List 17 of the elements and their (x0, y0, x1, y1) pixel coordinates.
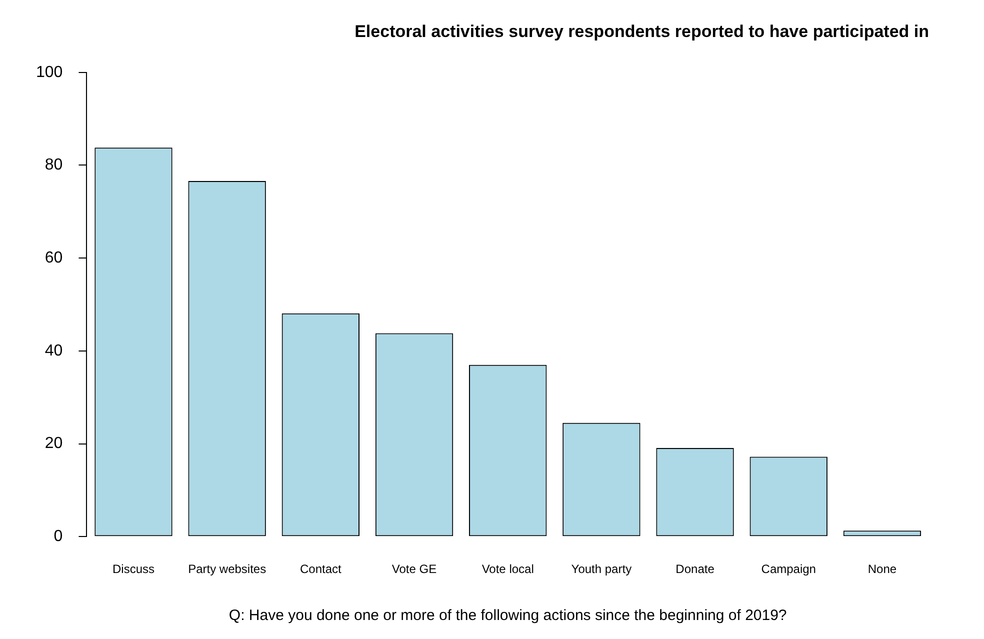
x-tick-label: Vote local (482, 562, 534, 576)
y-tick-label: 0 (54, 528, 63, 546)
y-tick-label: 40 (44, 342, 63, 360)
x-tick-label: None (868, 562, 897, 576)
x-axis-title: Q: Have you done one or more of the following actions since the beginning of 2019? (228, 607, 787, 624)
y-tick-label: 60 (44, 249, 63, 266)
x-tick-label: Party websites (188, 562, 266, 576)
x-tick-label: Contact (300, 562, 342, 576)
y-tick-label: 100 (36, 64, 63, 81)
x-tick-label: Youth party (571, 562, 632, 576)
x-tick-label: Campaign (761, 562, 816, 576)
x-tick-label: Vote GE (392, 562, 437, 576)
x-tick-label: Donate (676, 562, 715, 576)
chart-title: Electoral activities survey respondents reported to have participated in (354, 22, 929, 41)
y-tick-label: 80 (44, 156, 63, 174)
x-tick-label: Discuss (112, 562, 154, 576)
y-tick-label: 20 (44, 435, 63, 452)
